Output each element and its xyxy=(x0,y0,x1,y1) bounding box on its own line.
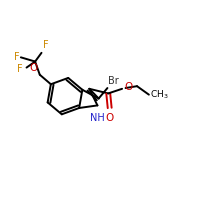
Text: O: O xyxy=(124,82,132,92)
Text: O: O xyxy=(29,63,37,73)
Text: F: F xyxy=(14,52,20,62)
Text: F: F xyxy=(43,40,49,50)
Text: O: O xyxy=(106,113,114,123)
Text: CH$_3$: CH$_3$ xyxy=(150,88,168,101)
Text: F: F xyxy=(17,64,23,74)
Text: Br: Br xyxy=(108,76,119,86)
Text: NH: NH xyxy=(90,113,105,123)
